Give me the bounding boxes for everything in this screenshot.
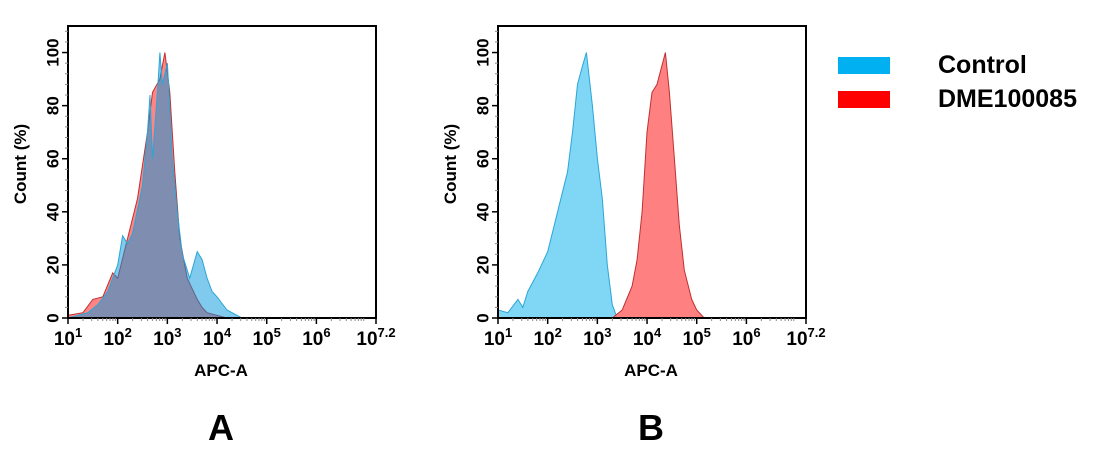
- y-tick-label: 80: [43, 96, 62, 115]
- chart-panel-a: 0 20 40 60 80 100 101 102 103 104 105 106 107.2 APC-A…: [11, 25, 396, 448]
- histogram-dme100085: [611, 52, 706, 319]
- y-tick-label: 100: [43, 38, 62, 66]
- y-tick-label: 20: [43, 255, 62, 274]
- legend-label-dme100085: DME100085: [938, 85, 1077, 113]
- y-tick-label: 100: [473, 38, 492, 66]
- x-tick-label: 103: [583, 325, 611, 350]
- plot-frame: [497, 25, 807, 319]
- x-tick-label: 105: [683, 325, 711, 350]
- y-tick-label: 40: [473, 202, 492, 221]
- x-axis-title: APC-A: [194, 361, 248, 380]
- legend-label-control: Control: [938, 51, 1027, 79]
- plot-frame: [67, 25, 377, 319]
- histogram-control: [67, 52, 243, 319]
- legend: Control DME100085: [838, 51, 1077, 113]
- x-tick-label: 103: [153, 325, 181, 350]
- x-tick-label: 101: [54, 325, 82, 350]
- y-axis-title: Count (%): [11, 124, 30, 204]
- y-tick-label: 40: [43, 202, 62, 221]
- y-tick-label: 60: [43, 149, 62, 168]
- x-tick-label: 107.2: [786, 325, 825, 350]
- legend-swatch-dme100085: [838, 91, 890, 108]
- y-tick-label: 20: [473, 255, 492, 274]
- x-tick-label: 101: [484, 325, 512, 350]
- x-tick-label: 106: [732, 325, 760, 350]
- x-axis-title: APC-A: [624, 361, 678, 380]
- x-tick-label: 104: [203, 325, 232, 350]
- panel-label: B: [638, 407, 664, 448]
- panel-label: A: [208, 407, 234, 448]
- x-tick-label: 107.2: [356, 325, 395, 350]
- x-tick-label: 102: [533, 325, 561, 350]
- x-tick-label: 106: [302, 325, 330, 350]
- y-tick-label: 0: [473, 313, 492, 322]
- x-tick-label: 105: [253, 325, 281, 350]
- y-tick-label: 80: [473, 96, 492, 115]
- y-axis-title: Count (%): [441, 124, 460, 204]
- x-tick-label: 102: [103, 325, 131, 350]
- chart-panel-b: 0 20 40 60 80 100 101 102 103 104 105 106 107.2 APC-A…: [441, 25, 826, 448]
- histogram-control: [497, 52, 618, 319]
- x-tick-label: 104: [633, 325, 662, 350]
- y-tick-label: 0: [43, 313, 62, 322]
- y-tick-label: 60: [473, 149, 492, 168]
- legend-swatch-control: [838, 57, 890, 74]
